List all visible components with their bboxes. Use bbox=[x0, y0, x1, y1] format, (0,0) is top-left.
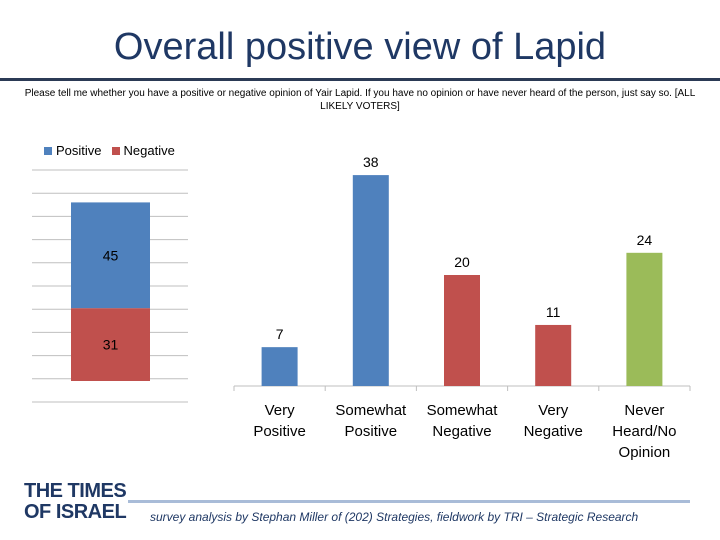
data-label: 20 bbox=[454, 254, 470, 270]
bar bbox=[535, 324, 572, 386]
category-label: Very Positive bbox=[253, 402, 306, 440]
category-label: Somewhat Negative bbox=[427, 402, 499, 440]
legend-label-positive: Positive bbox=[56, 143, 102, 158]
legend-label-negative: Negative bbox=[123, 143, 175, 158]
legend-item-negative: Negative bbox=[111, 143, 175, 158]
legend-swatch-negative bbox=[111, 146, 120, 155]
data-label: 7 bbox=[276, 326, 284, 342]
bar bbox=[444, 275, 480, 386]
category-label: Never Heard/No Opinion bbox=[612, 402, 676, 461]
logo-line-2: OF ISRAEL bbox=[24, 501, 127, 523]
credit-text: survey analysis by Stephan Miller of (20… bbox=[150, 510, 639, 524]
data-label: 11 bbox=[546, 304, 561, 320]
bar bbox=[352, 175, 389, 386]
title-divider bbox=[0, 78, 720, 81]
footer-divider bbox=[128, 500, 690, 503]
question-text: Please tell me whether you have a positi… bbox=[24, 88, 696, 112]
data-label: 24 bbox=[637, 232, 653, 248]
segment-label-negative: 31 bbox=[103, 337, 119, 353]
legend-item-positive: Positive bbox=[44, 143, 102, 158]
bar bbox=[626, 252, 663, 386]
page-title: Overall positive view of Lapid bbox=[113, 26, 607, 68]
stacked-chart-legend: Positive Negative bbox=[44, 143, 175, 158]
stacked-segment-positive bbox=[71, 202, 150, 309]
segment-label-positive: 45 bbox=[103, 247, 119, 263]
stacked-segment-negative bbox=[71, 308, 150, 381]
bar bbox=[261, 347, 298, 386]
legend-swatch-positive bbox=[44, 146, 52, 155]
category-label: Very Negative bbox=[524, 402, 583, 440]
logo-line-1: THE TIMES bbox=[24, 480, 127, 502]
times-of-israel-logo: THE TIMES OF ISRAEL bbox=[24, 480, 127, 523]
data-label: 38 bbox=[363, 154, 379, 170]
category-label: Somewhat Positive bbox=[335, 402, 407, 440]
